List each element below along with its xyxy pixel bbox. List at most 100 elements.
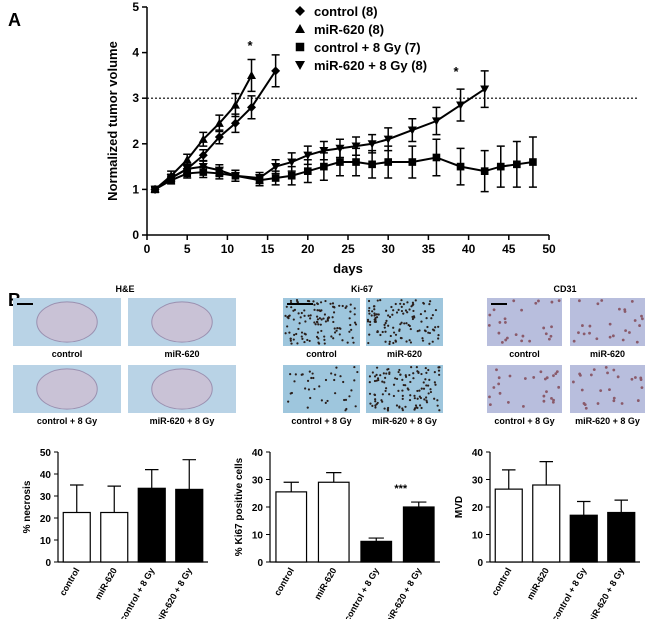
cell-dot (388, 342, 391, 346)
cell-dot (338, 304, 341, 307)
cell-dot (301, 373, 304, 376)
cell-dot (392, 326, 395, 329)
cell-dot (542, 326, 546, 330)
cell-dot (332, 337, 335, 340)
cell-dot (289, 339, 292, 342)
cell-dot (488, 313, 492, 317)
y-tick-label: 2 (132, 137, 139, 151)
error-bar (502, 469, 516, 490)
cell-dot (436, 399, 439, 402)
cell-dot (400, 305, 403, 308)
marker (352, 158, 360, 166)
cell-dot (368, 312, 371, 315)
cell-dot (547, 337, 551, 341)
cell-dot (572, 339, 576, 343)
cell-dot (416, 406, 419, 409)
error-bar (577, 500, 591, 516)
cell-dot (420, 320, 423, 323)
cell-dot (405, 322, 408, 325)
cell-dot (427, 392, 430, 395)
cell-dot (420, 406, 423, 410)
tissue (151, 368, 213, 410)
cell-dot (356, 370, 359, 374)
y-tick-label: 20 (472, 503, 484, 514)
cell-dot (294, 373, 297, 376)
cell-dot (640, 317, 644, 321)
cell-dot (606, 371, 609, 375)
cell-dot (425, 396, 428, 399)
marker (247, 102, 257, 112)
cell-dot (415, 366, 418, 369)
tissue (36, 301, 98, 343)
cell-dot (313, 303, 316, 306)
cell-dot (436, 404, 439, 407)
marker (480, 167, 489, 175)
cell-dot (588, 324, 592, 328)
image-label: miR-620 (387, 349, 422, 359)
cell-dot (400, 336, 403, 340)
cell-dot (408, 324, 411, 328)
cell-dot (438, 409, 441, 412)
cell-dot (600, 299, 604, 302)
cell-dot (303, 332, 306, 335)
cell-dot (520, 339, 524, 343)
cell-dot (392, 341, 395, 345)
micrograph (366, 298, 443, 346)
cell-dot (316, 309, 319, 312)
y-tick-label: 3 (132, 91, 139, 105)
cell-dot (333, 331, 337, 334)
y-tick-label: 40 (252, 448, 264, 459)
micrograph (487, 365, 562, 413)
cell-dot (437, 366, 440, 369)
cell-dot (413, 394, 416, 397)
cell-dot (334, 373, 337, 376)
cell-dot (373, 393, 376, 396)
cell-dot (333, 378, 336, 382)
x-tick-label: miR-620 + 8 Gy (382, 566, 423, 619)
cell-dot (395, 311, 399, 314)
x-tick-label: 10 (221, 242, 235, 256)
bar (569, 514, 598, 563)
cell-dot (384, 340, 387, 343)
image-label: control + 8 Gy (37, 416, 97, 426)
cell-dot (374, 398, 377, 401)
cell-dot (426, 325, 429, 329)
cell-dot (375, 366, 379, 369)
cell-dot (618, 307, 621, 311)
cell-dot (433, 371, 436, 374)
cell-dot (405, 340, 408, 343)
cell-dot (392, 394, 395, 398)
cell-dot (414, 299, 417, 302)
cell-dot (338, 327, 341, 330)
cell-dot (544, 332, 548, 336)
x-tick-label: 25 (341, 242, 355, 256)
cell-dot (520, 308, 523, 312)
cell-dot (612, 399, 616, 403)
panel-title: Ki-67 (351, 284, 373, 294)
cell-dot (401, 397, 404, 401)
y-axis-label: MVD (454, 496, 465, 518)
cell-dot (391, 313, 394, 316)
cell-dot (314, 323, 317, 326)
cell-dot (377, 378, 380, 382)
cell-dot (369, 323, 372, 326)
cell-dot (394, 333, 398, 336)
cell-dot (498, 391, 502, 395)
cell-dot (381, 380, 384, 383)
cell-dot (504, 321, 507, 324)
image-label: control + 8 Gy (291, 416, 351, 426)
cell-dot (418, 389, 421, 392)
cell-dot (315, 320, 319, 323)
cell-dot (367, 341, 370, 345)
cell-dot (425, 401, 429, 404)
cell-dot (554, 372, 558, 376)
cell-dot (344, 306, 347, 309)
x-tick-label: miR-620 (312, 566, 338, 601)
marker (287, 158, 297, 167)
cell-dot (431, 340, 434, 343)
marker (319, 147, 329, 156)
cell-dot (300, 331, 304, 334)
bar (317, 481, 350, 563)
cell-dot (557, 299, 561, 303)
